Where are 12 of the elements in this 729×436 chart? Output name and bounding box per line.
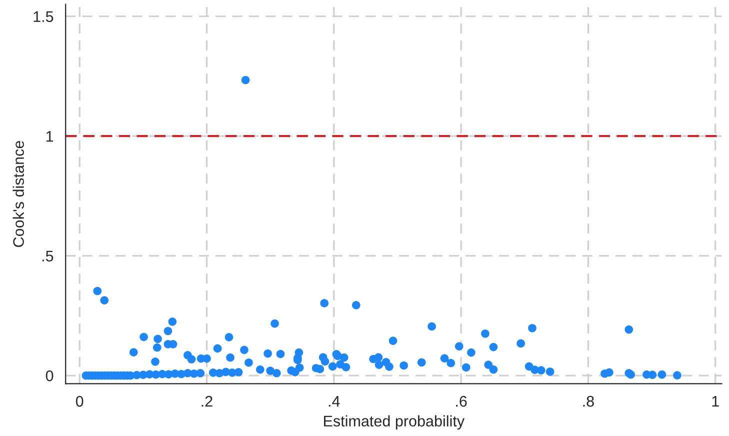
- y-tick-label: 1: [46, 131, 54, 142]
- x-tick-label: 0: [76, 396, 84, 407]
- x-tick-label: 1: [712, 396, 719, 407]
- y-axis-title: Cook's distance: [12, 141, 24, 247]
- x-tick-label: .8: [583, 396, 594, 407]
- x-tick-label: .4: [328, 396, 340, 407]
- x-tick-label: .2: [202, 396, 212, 407]
- y-tick-label: 1.5: [34, 11, 54, 22]
- x-axis-title: Estimated probability: [324, 415, 465, 430]
- y-tick-label: .5: [42, 250, 54, 262]
- y-tick-label: 0: [46, 370, 54, 382]
- x-tick-label: .6: [456, 396, 467, 407]
